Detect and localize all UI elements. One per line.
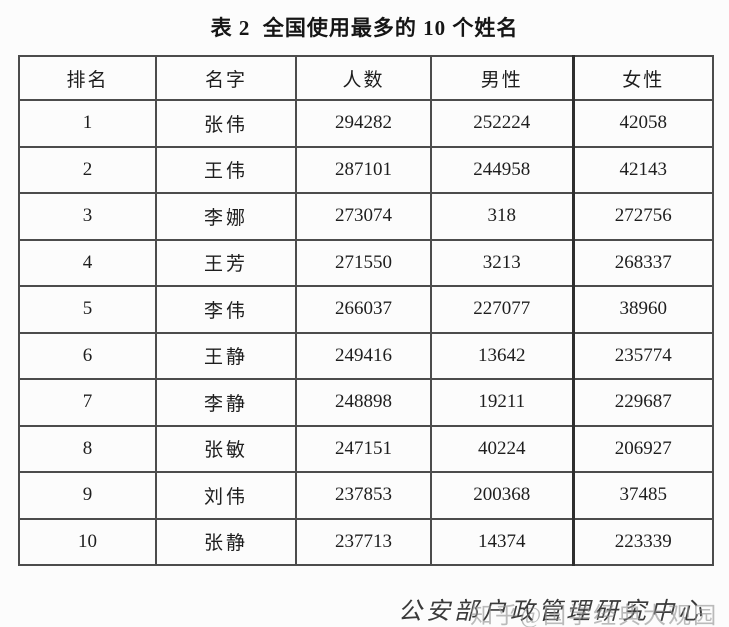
- table-cell: 235774: [571, 331, 714, 380]
- table-cell: 229687: [571, 378, 714, 427]
- column-header: 人数: [295, 55, 432, 101]
- table-cell: 38960: [571, 285, 714, 334]
- table-cell: 268337: [571, 238, 714, 287]
- table-cell: 42143: [571, 145, 714, 194]
- table-row: 6 王静 249416 13642 235774: [18, 331, 714, 380]
- table-cell: 1: [18, 99, 157, 148]
- table-row: 1 张伟 294282 252224 42058: [18, 99, 714, 148]
- table-cell: 37485: [571, 471, 714, 520]
- table-cell: 李娜: [155, 192, 297, 241]
- table-cell: 刘伟: [155, 471, 297, 520]
- table-cell: 13642: [430, 331, 574, 380]
- table-cell: 王芳: [155, 238, 297, 287]
- table-row: 10 张静 237713 14374 223339: [18, 517, 714, 566]
- table-cell: 10: [18, 517, 157, 566]
- table-title: 表 2 全国使用最多的 10 个姓名: [210, 16, 519, 40]
- table-cell: 42058: [571, 99, 714, 148]
- table-cell: 244958: [430, 145, 574, 194]
- table-cell: 3: [18, 192, 157, 241]
- table-cell: 237853: [295, 471, 432, 520]
- table-cell: 206927: [571, 424, 714, 473]
- table-cell: 王静: [155, 331, 297, 380]
- table-cell: 5: [18, 285, 157, 334]
- table-cell: 249416: [295, 331, 432, 380]
- table-cell: 张伟: [155, 99, 297, 148]
- table-row: 7 李静 248898 19211 229687: [18, 378, 714, 427]
- table-cell: 张静: [155, 517, 297, 566]
- table-cell: 7: [18, 378, 157, 427]
- column-header: 排名: [18, 55, 157, 101]
- source-caption: 公安部户政管理研究中心: [398, 599, 706, 625]
- table-row: 4 王芳 271550 3213 268337: [18, 238, 714, 287]
- table-row: 8 张敏 247151 40224 206927: [18, 424, 714, 473]
- table-cell: 9: [18, 471, 157, 520]
- column-header: 女性: [571, 55, 714, 101]
- table-cell: 318: [430, 192, 574, 241]
- table-cell: 3213: [430, 238, 574, 287]
- column-header: 名字: [155, 55, 297, 101]
- table-cell: 14374: [430, 517, 574, 566]
- table-cell: 6: [18, 331, 157, 380]
- table-cell: 19211: [430, 378, 574, 427]
- table-cell: 266037: [295, 285, 432, 334]
- table-cell: 237713: [295, 517, 432, 566]
- table-row: 3 李娜 273074 318 272756: [18, 192, 714, 241]
- watermark: 知乎@国学经典大观园: [470, 603, 719, 627]
- table-cell: 294282: [295, 99, 432, 148]
- table-cell: 200368: [430, 471, 574, 520]
- table-body: 1 张伟 294282 252224 42058 2 王伟 287101 244958 42143…: [18, 99, 714, 566]
- table-row: 2 王伟 287101 244958 42143: [18, 145, 714, 194]
- table-cell: 李静: [155, 378, 297, 427]
- table-cell: 李伟: [155, 285, 297, 334]
- table-cell: 227077: [430, 285, 574, 334]
- table-cell: 252224: [430, 99, 574, 148]
- table-cell: 4: [18, 238, 157, 287]
- table-cell: 248898: [295, 378, 432, 427]
- table-cell: 272756: [571, 192, 714, 241]
- table-header-row: 排名 名字 人数 男性 女性: [18, 55, 714, 101]
- table-cell: 273074: [295, 192, 432, 241]
- table-cell: 2: [18, 145, 157, 194]
- table-cell: 271550: [295, 238, 432, 287]
- table-cell: 王伟: [155, 145, 297, 194]
- table-row: 5 李伟 266037 227077 38960: [18, 285, 714, 334]
- table-cell: 223339: [571, 517, 714, 566]
- table-cell: 张敏: [155, 424, 297, 473]
- table-cell: 8: [18, 424, 157, 473]
- table-cell: 287101: [295, 145, 432, 194]
- table-cell: 247151: [295, 424, 432, 473]
- table-row: 9 刘伟 237853 200368 37485: [18, 471, 714, 520]
- top-names-table: 排名 名字 人数 男性 女性 1 张伟 294282 252224 42058 2 王伟 287101…: [18, 55, 714, 566]
- table-cell: 40224: [430, 424, 574, 473]
- column-header: 男性: [430, 55, 574, 101]
